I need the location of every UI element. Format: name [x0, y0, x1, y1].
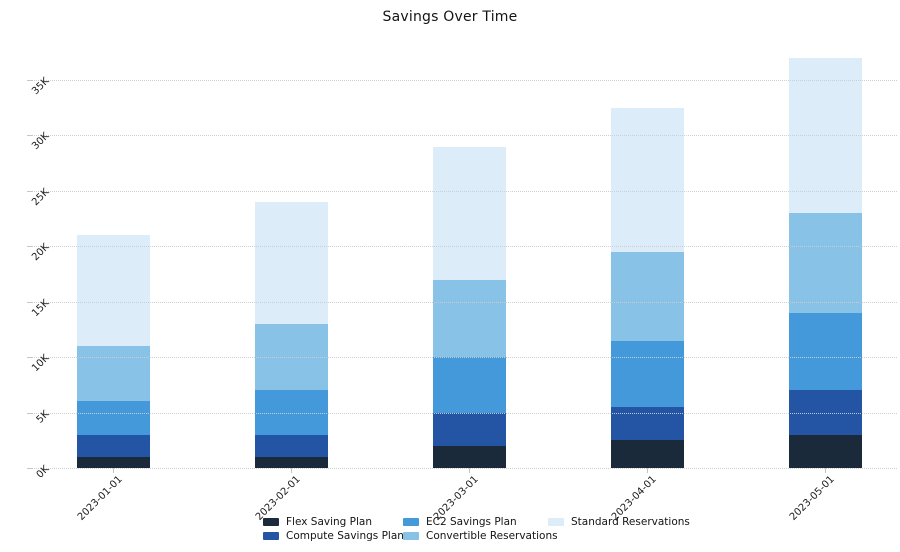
- bar-segment[interactable]: [432, 279, 506, 358]
- legend-swatch: [263, 532, 279, 540]
- bar-segment[interactable]: [788, 312, 862, 391]
- legend-label: EC2 Savings Plan: [426, 516, 517, 528]
- bar-segment[interactable]: [76, 456, 150, 468]
- legend-item[interactable]: Standard Reservations: [548, 517, 690, 527]
- gridline-0K: [34, 468, 897, 469]
- bar-segment[interactable]: [610, 340, 684, 408]
- bar-segment[interactable]: [432, 146, 506, 280]
- y-tick-mark: [27, 412, 33, 414]
- x-tick-mark: [469, 468, 470, 473]
- bar-segment[interactable]: [254, 390, 328, 435]
- bar-segment[interactable]: [76, 346, 150, 402]
- bar-segment[interactable]: [610, 440, 684, 468]
- stacked-bar-2023-04-01: [610, 0, 684, 468]
- y-axis-tick-label: 25K: [30, 186, 52, 209]
- y-axis-tick-label: 10K: [30, 352, 52, 375]
- bar-segment[interactable]: [788, 57, 862, 214]
- legend-item[interactable]: EC2 Savings Plan: [403, 517, 558, 527]
- x-axis-tick-label: 2023-05-01: [787, 474, 837, 523]
- stacked-bar-2023-03-01: [432, 0, 506, 468]
- legend-label: Convertible Reservations: [426, 530, 558, 542]
- y-axis-tick-label: 15K: [30, 297, 52, 319]
- bar-segment[interactable]: [254, 323, 328, 391]
- bar-segment[interactable]: [610, 107, 684, 252]
- bar-segment[interactable]: [432, 445, 506, 468]
- y-tick-mark: [27, 80, 33, 82]
- stacked-bar-2023-02-01: [254, 0, 328, 468]
- y-axis-tick-label: 20K: [30, 242, 52, 264]
- legend-column: Standard Reservations: [548, 517, 690, 527]
- x-axis-tick-label: 2023-01-01: [75, 474, 125, 523]
- bar-segment[interactable]: [254, 456, 328, 468]
- bar-segment[interactable]: [610, 407, 684, 441]
- x-tick-mark: [113, 468, 114, 473]
- legend-column: Flex Saving Plan Compute Savings Plan: [263, 517, 404, 541]
- bar-segment[interactable]: [610, 251, 684, 341]
- legend-swatch: [403, 518, 419, 526]
- stacked-bar-2023-01-01: [76, 0, 150, 468]
- x-tick-mark: [647, 468, 648, 473]
- y-tick-mark: [27, 135, 33, 137]
- legend-swatch: [263, 518, 279, 526]
- legend-item[interactable]: Compute Savings Plan: [263, 531, 404, 541]
- legend-column: EC2 Savings Plan Convertible Reservations: [403, 517, 558, 541]
- bar-segment[interactable]: [76, 434, 150, 457]
- y-axis-tick-label: 5K: [34, 408, 52, 426]
- y-axis-tick-label: 35K: [30, 75, 52, 98]
- bar-segment[interactable]: [432, 357, 506, 413]
- bar-segment[interactable]: [76, 401, 150, 435]
- legend-label: Compute Savings Plan: [286, 530, 404, 542]
- legend-label: Standard Reservations: [571, 516, 690, 528]
- y-axis-tick-label: 0K: [34, 463, 52, 481]
- y-tick-mark: [27, 468, 33, 469]
- legend-swatch: [548, 518, 564, 526]
- bar-segment[interactable]: [788, 390, 862, 435]
- bar-segment[interactable]: [76, 235, 150, 347]
- bar-segment[interactable]: [788, 213, 862, 313]
- stacked-bar-2023-05-01: [788, 0, 862, 468]
- bar-segment[interactable]: [254, 434, 328, 457]
- chart-title: Savings Over Time: [382, 9, 518, 25]
- bar-segment[interactable]: [788, 434, 862, 468]
- x-tick-mark: [825, 468, 826, 473]
- y-tick-mark: [27, 301, 33, 303]
- y-tick-mark: [27, 190, 33, 192]
- legend-swatch: [403, 532, 419, 540]
- y-axis-tick-label: 30K: [30, 131, 52, 153]
- legend-item[interactable]: Convertible Reservations: [403, 531, 558, 541]
- x-tick-mark: [291, 468, 292, 473]
- y-tick-mark: [27, 246, 33, 248]
- bar-segment[interactable]: [432, 412, 506, 446]
- bar-segment[interactable]: [254, 201, 328, 324]
- legend-label: Flex Saving Plan: [286, 516, 373, 528]
- y-tick-mark: [27, 357, 33, 359]
- legend-item[interactable]: Flex Saving Plan: [263, 517, 404, 527]
